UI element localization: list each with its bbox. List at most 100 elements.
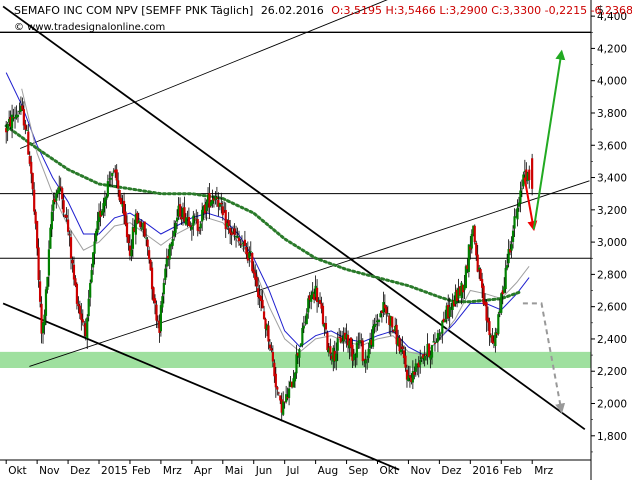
candle-up [162,282,165,295]
candle-down [410,377,413,383]
candle-down [69,237,73,259]
candle-down [245,246,248,255]
candle-down [251,252,254,272]
candle-up [301,327,304,346]
candle-down [283,401,286,403]
candle-up [285,394,288,402]
candle-up [377,319,381,323]
candle-up [336,338,339,351]
candle-up [464,266,468,289]
candle-up [205,201,208,211]
candle-down [485,302,488,321]
candle-up [369,339,372,348]
candle-down [139,221,142,228]
x-tick-label: Nov [410,465,431,477]
candle-up [240,245,244,247]
candle-down [99,210,102,217]
candle-down [167,255,170,259]
candle-down [128,245,132,256]
candle-down [268,344,272,349]
candle-up [92,252,95,268]
candle-up [310,294,313,302]
y-tick-label: 4,000 [597,76,627,88]
candle-up [56,190,59,195]
downtrend-line-6 [2,5,586,431]
candle-up [140,228,143,230]
candle-up [354,355,357,357]
candle-down [71,259,74,264]
candle-down [402,350,406,359]
candle-down [346,334,350,346]
candle-down [339,337,342,343]
candle-down [320,303,323,309]
x-tick-label: Dez [441,465,462,477]
candle-up [364,359,367,364]
candle-up [52,200,55,211]
candle-down [239,243,242,245]
candle-up [282,401,285,415]
candle-down [122,200,126,215]
candle-down [31,172,34,190]
candle-up [202,206,205,213]
x-tick-label: Mrz [534,465,553,477]
candle-down [279,395,282,401]
candle-up [49,227,52,249]
candle-up [111,173,114,177]
candle-down [127,234,130,244]
candle-up [503,286,506,293]
candle-down [78,305,81,315]
candle-down [75,283,79,304]
candle-down [77,304,80,307]
y-tick-label: 3,400 [597,173,627,185]
candle-down [447,304,450,319]
candle-up [376,320,379,323]
candle-up [389,316,392,326]
candle-up [293,372,297,382]
x-tick-label: Dez [70,465,91,477]
candle-down [180,217,183,220]
candle-down [61,187,64,200]
x-tick-label: Jun [255,465,272,477]
moving-average-blue [5,72,530,356]
candle-up [109,177,112,180]
candle-up [450,308,453,310]
candle-up [249,251,252,253]
candle-up [105,196,108,200]
candle-down [215,197,218,199]
candle-down [246,251,249,261]
candle-down [27,131,30,155]
candle-down [227,220,230,226]
candle-up [186,217,189,219]
candle-up [522,174,525,187]
candle-down [361,340,364,362]
y-tick-label: 1,800 [597,431,627,443]
x-tick-label: Mrz [163,465,182,477]
candle-up [423,356,426,361]
candle-down [349,337,353,348]
trendlines-layer [2,0,590,471]
candle-down [204,204,207,214]
candle-down [351,344,354,361]
candle-down [479,269,482,281]
candle-up [489,335,493,338]
candle-up [201,209,204,222]
candle-up [500,293,503,313]
candle-up [407,375,410,381]
candle-up [382,302,385,313]
x-tick-label: Okt [8,465,26,477]
candle-up [307,298,310,313]
candle-up [323,324,326,328]
candle-up [397,337,400,346]
candle-down [404,355,407,368]
candle-down [383,304,386,309]
x-tick-label: Jul [286,465,300,477]
candle-up [341,341,344,343]
candle-down [259,296,263,302]
candle-down [148,250,151,260]
candle-down [254,272,257,280]
candle-up [342,335,345,342]
y-tick-label: 3,800 [597,108,627,120]
candle-up [165,258,168,267]
candle-down [398,337,401,352]
